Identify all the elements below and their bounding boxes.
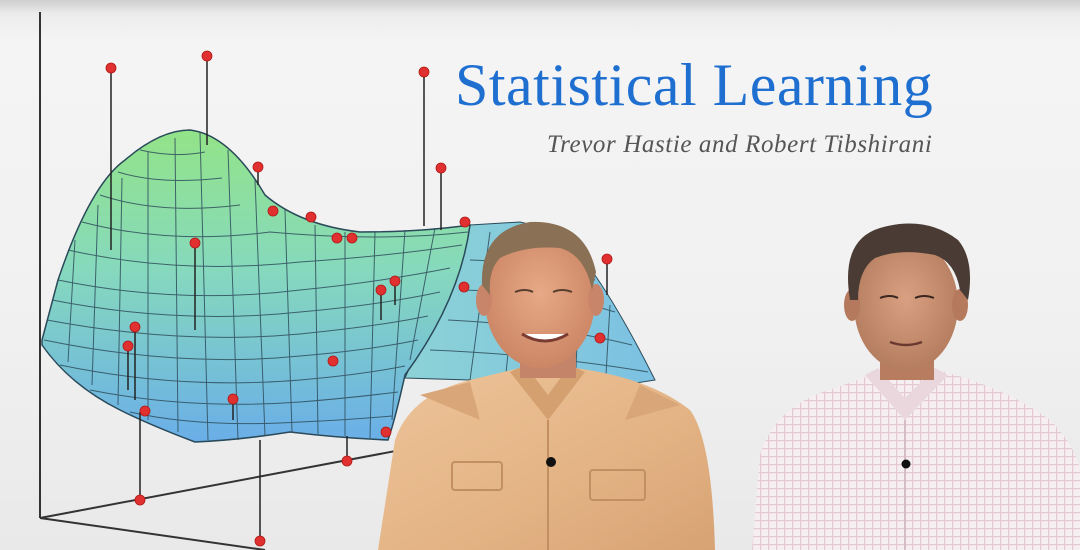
presenter-left xyxy=(378,221,715,550)
presenter-right xyxy=(752,223,1080,550)
regression-surface xyxy=(41,129,471,443)
data-points xyxy=(105,50,613,547)
slide-title: Statistical Learning xyxy=(455,52,934,118)
slide-authors: Trevor Hastie and Robert Tibshirani xyxy=(547,131,933,158)
